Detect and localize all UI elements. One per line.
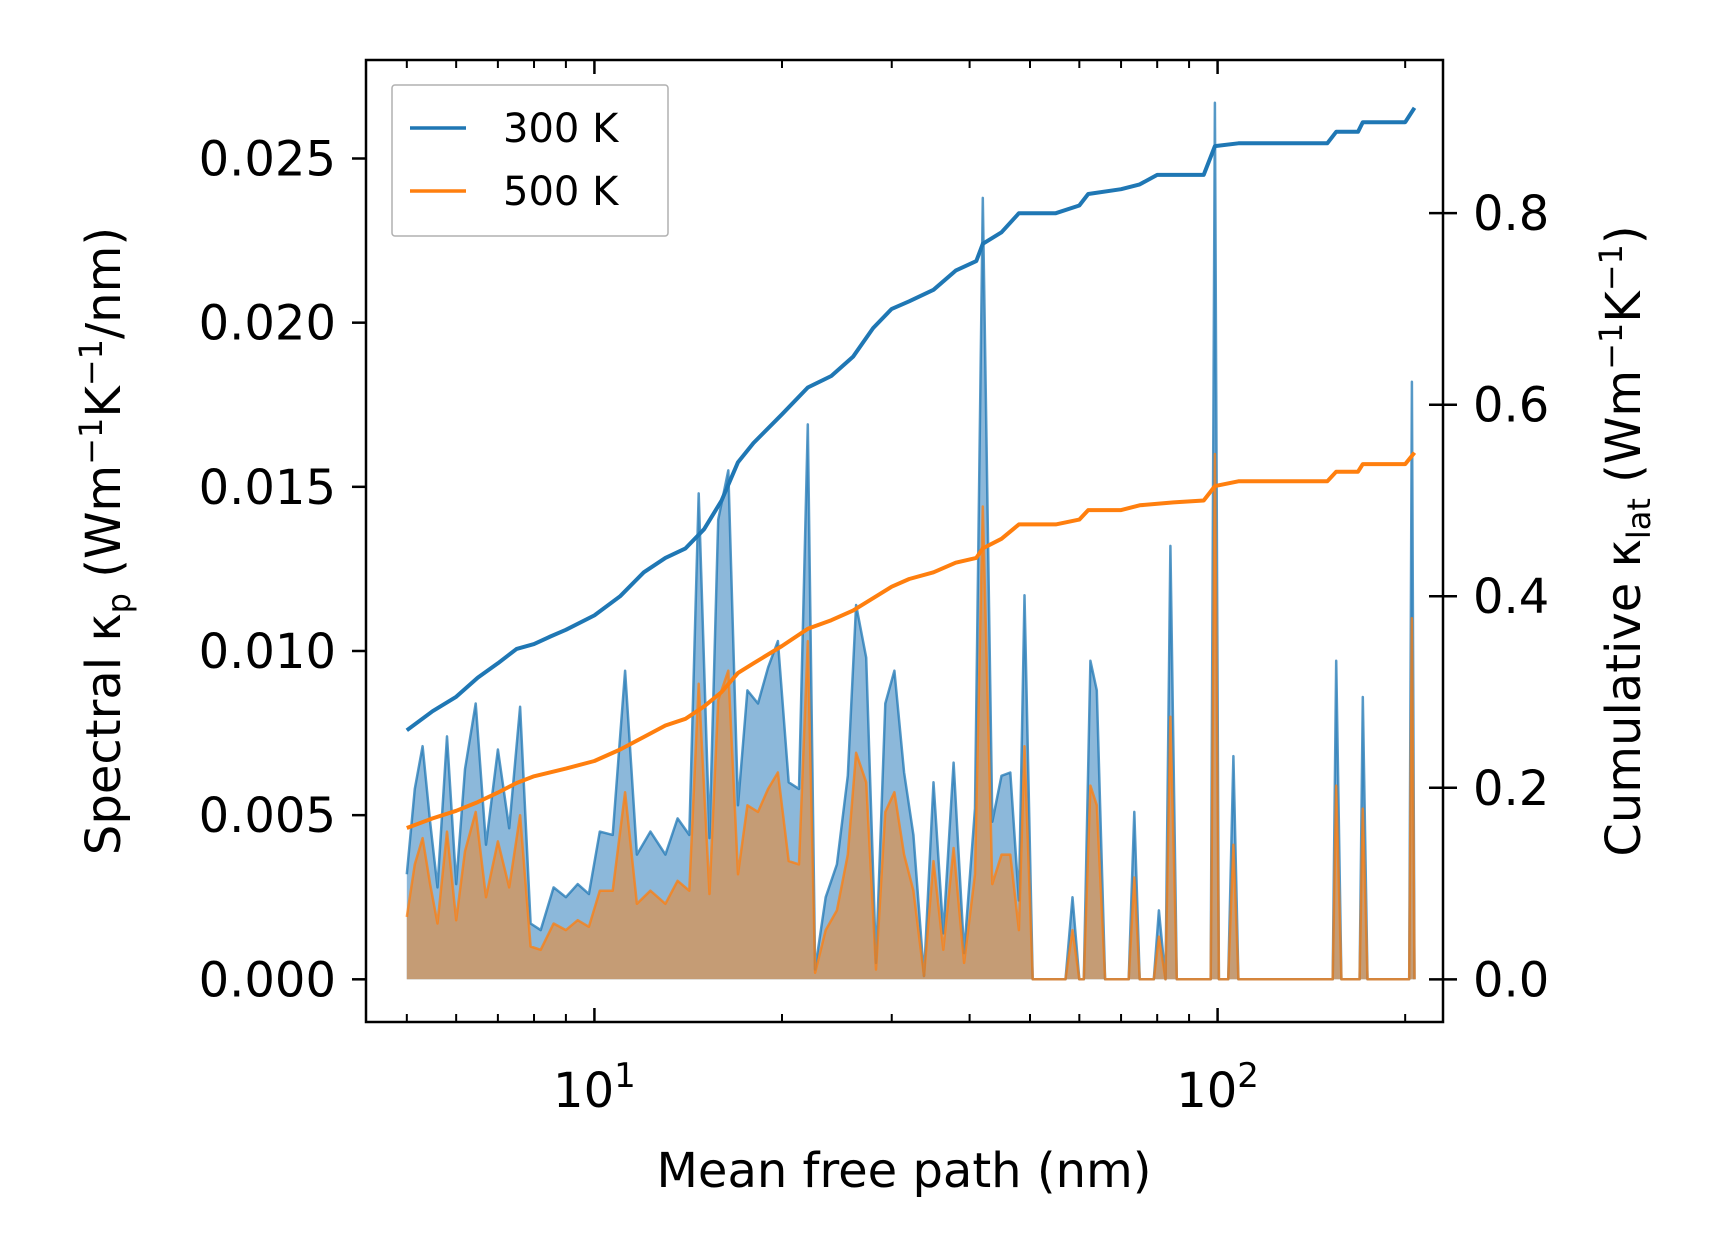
cumulative-line-300k bbox=[405, 106, 1417, 732]
y-left-tick-label: 0.015 bbox=[199, 460, 336, 516]
x-tick-label: 101 bbox=[553, 1056, 636, 1119]
y-right-tick-label: 0.8 bbox=[1473, 186, 1549, 242]
y-left-tick-label: 0.010 bbox=[199, 624, 336, 680]
legend-label-300k: 300 K bbox=[503, 106, 620, 152]
y-right-tick-label: 0.4 bbox=[1473, 569, 1549, 625]
x-axis-label: Mean free path (nm) bbox=[657, 1143, 1152, 1199]
spectral-lines bbox=[405, 101, 1416, 981]
legend: 300 K 500 K bbox=[391, 84, 669, 237]
axis-tick-labels: 101 102 0.000 0.005 0.010 0.015 0.020 0.025 0.0 0… bbox=[199, 131, 1550, 1119]
y-left-tick-label: 0.000 bbox=[199, 952, 336, 1008]
y-axis-label-left: Spectral κp (Wm−1K−1/nm) bbox=[72, 227, 138, 855]
y-left-tick-label: 0.005 bbox=[199, 788, 336, 844]
y-right-tick-label: 0.2 bbox=[1473, 761, 1549, 817]
legend-box bbox=[391, 84, 669, 237]
y-right-tick-label: 0.6 bbox=[1473, 378, 1549, 434]
cumulative-lines bbox=[405, 106, 1417, 830]
y-right-tick-label: 0.0 bbox=[1473, 952, 1549, 1008]
y-left-tick-label: 0.020 bbox=[199, 296, 336, 352]
y-axis-label-right: Cumulative κlat (Wm−1K−1) bbox=[1592, 225, 1658, 856]
plot-frame bbox=[364, 58, 1445, 1024]
legend-label-500k: 500 K bbox=[503, 169, 620, 215]
axis-ticks bbox=[352, 60, 1457, 1022]
y-left-tick-label: 0.025 bbox=[199, 131, 336, 187]
spectral-line-500k bbox=[405, 452, 1416, 981]
spectral-line-300k bbox=[405, 101, 1416, 981]
cumulative-line-500k bbox=[406, 451, 1417, 830]
x-tick-label: 102 bbox=[1176, 1056, 1259, 1119]
